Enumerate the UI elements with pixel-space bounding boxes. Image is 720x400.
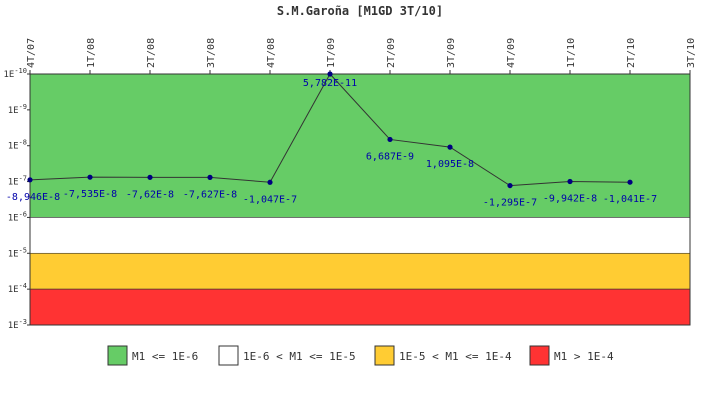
y-tick-label: 1E-9 [8, 103, 27, 116]
x-tick-label: 2T/09 [386, 38, 397, 68]
data-label: -7,627E-8 [183, 189, 237, 200]
data-point [507, 182, 513, 189]
x-tick-label: 2T/08 [146, 38, 157, 68]
data-label: -8,946E-8 [6, 192, 60, 203]
data-label: -9,942E-8 [543, 193, 597, 204]
band-3 [29, 288, 691, 326]
x-tick-label: 2T/10 [626, 38, 637, 68]
data-point [27, 177, 33, 183]
series: -8,946E-8 -7,535E-8 -7,62E-8 -7,627E-8 -1,04… [6, 71, 657, 209]
legend-swatch [374, 345, 395, 366]
legend-swatch [107, 345, 128, 366]
y-tick-label: 1E-10 [4, 67, 28, 80]
band-1 [29, 217, 691, 254]
data-label: -7,62E-8 [126, 189, 174, 200]
data-point [327, 71, 333, 77]
data-label: 1,095E-8 [426, 159, 474, 170]
legend-label: 1E-6 < M1 <= 1E-5 [243, 350, 356, 363]
data-label: -1,047E-7 [243, 194, 297, 205]
data-label: -1,295E-7 [483, 198, 537, 209]
data-point [87, 174, 93, 180]
y-axis: 1E-10 1E-9 1E-8 1E-7 1E-6 1E-5 1E-4 1E-3 [4, 67, 30, 331]
plot-frame [29, 73, 691, 326]
band-0 [29, 73, 691, 218]
x-tick-label: 3T/09 [446, 38, 457, 68]
data-point [267, 179, 273, 185]
x-tick-label: 3T/10 [686, 38, 697, 68]
x-tick-label: 1T/09 [326, 38, 337, 68]
legend: M1 <= 1E-6 1E-6 < M1 <= 1E-5 1E-5 < M1 <= … [107, 345, 614, 366]
chart-title: S.M.Garoña [M1GD 3T/10] [277, 4, 443, 18]
legend-label: M1 <= 1E-6 [132, 350, 198, 363]
data-label: -7,535E-8 [63, 189, 117, 200]
legend-label: M1 > 1E-4 [554, 350, 614, 363]
data-point [447, 144, 453, 150]
legend-swatch [218, 345, 239, 366]
band-2 [29, 252, 691, 290]
data-label: 6,687E-9 [366, 151, 414, 162]
data-label: 5,782E-11 [303, 78, 357, 89]
data-point [147, 174, 153, 180]
data-point [567, 178, 573, 185]
data-point [627, 179, 633, 185]
threshold-bands [29, 73, 691, 326]
x-tick-label: 1T/08 [86, 38, 97, 68]
y-tick-label: 1E-5 [8, 246, 27, 259]
y-tick-label: 1E-3 [8, 318, 27, 331]
legend-swatch [529, 345, 550, 366]
y-tick-label: 1E-4 [8, 282, 27, 295]
x-tick-label: 1T/10 [566, 38, 577, 68]
x-axis: 4T/07 1T/08 2T/08 3T/08 4T/08 1T/09 2T/09 3T/09… [26, 38, 697, 74]
data-point [207, 174, 213, 180]
data-label: -1,041E-7 [603, 194, 657, 205]
plot-border [29, 73, 691, 326]
x-tick-label: 4T/07 [26, 38, 37, 68]
x-tick-label: 4T/08 [266, 38, 277, 68]
y-tick-label: 1E-7 [8, 175, 27, 188]
y-tick-label: 1E-6 [8, 210, 27, 223]
data-point [387, 136, 393, 143]
x-tick-label: 3T/08 [206, 38, 217, 68]
x-tick-label: 4T/09 [506, 38, 517, 68]
y-tick-label: 1E-8 [8, 139, 27, 152]
legend-label: 1E-5 < M1 <= 1E-4 [399, 350, 512, 363]
